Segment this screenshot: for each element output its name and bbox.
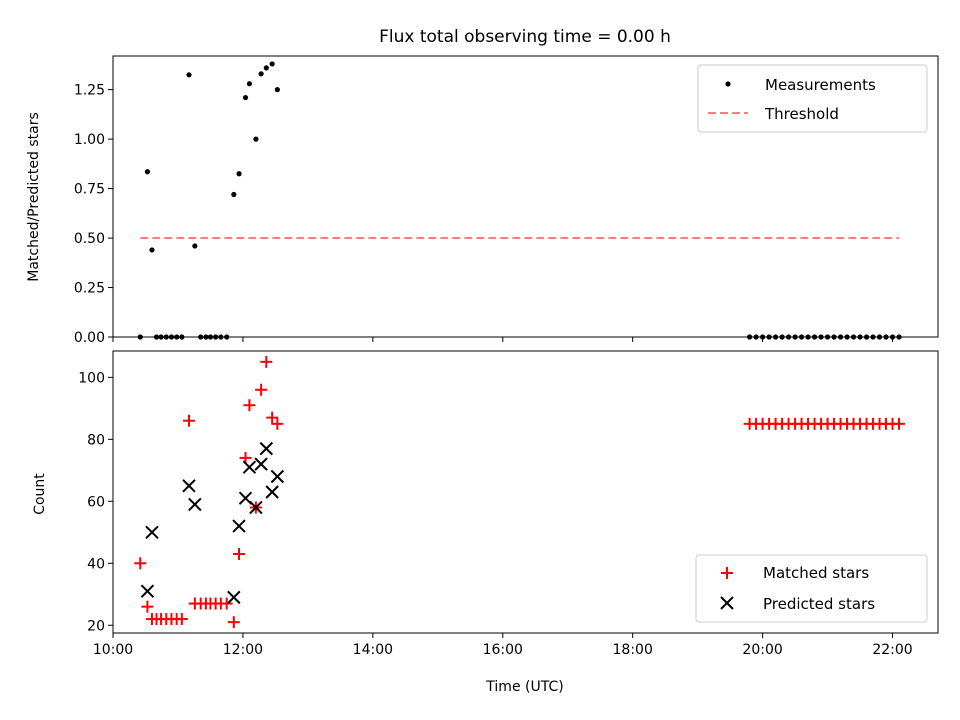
bottom-x-tick-label: 10:00 — [93, 642, 133, 658]
bottom-x-tick-label: 18:00 — [613, 642, 653, 658]
top-y-tick-label: 1.00 — [74, 132, 105, 148]
matched-stars-point — [271, 417, 284, 430]
legend-label-measurements: Measurements — [765, 76, 876, 94]
predicted-stars-point — [249, 500, 263, 515]
bottom-x-tick-label: 22:00 — [872, 642, 912, 658]
predicted-stars-point — [270, 469, 285, 484]
bottom-y-tick-label: 100 — [78, 370, 105, 386]
top-legend-box — [697, 64, 928, 133]
top-x-ticks — [112, 337, 894, 342]
matched-stars-point — [893, 417, 906, 430]
matched-stars-point — [255, 383, 268, 396]
predicted-stars-point — [145, 525, 159, 539]
matched-stars-point — [233, 547, 246, 560]
legend-marker-predicted-stars — [720, 596, 734, 610]
top-y-tick-label: 0.00 — [74, 330, 105, 346]
bottom-y-tick-label: 80 — [87, 432, 105, 448]
measurements-point — [144, 169, 151, 175]
top-y-tick-label: 0.25 — [74, 281, 105, 297]
top-y-tick-label: 0.50 — [74, 231, 105, 247]
measurements-point — [258, 71, 264, 77]
top-plot-area — [137, 61, 902, 340]
bottom-axes-frame — [112, 350, 939, 634]
top-axes-frame — [112, 55, 939, 338]
predicted-stars-point — [265, 485, 279, 499]
measurements-point — [263, 65, 269, 71]
legend-label-predicted-stars: Predicted stars — [763, 595, 875, 613]
top-y-axis-label: Matched/Predicted stars — [26, 112, 42, 282]
bottom-x-tick-label: 12:00 — [223, 642, 263, 658]
bottom-y-ticks: 20 40 60 80 100 — [78, 370, 113, 634]
matched-stars-point — [260, 355, 273, 368]
predicted-stars-point — [227, 590, 241, 605]
bottom-legend: Matched stars Predicted stars — [695, 554, 928, 623]
bottom-x-tick-label: 16:00 — [483, 642, 523, 658]
predicted-stars-point — [140, 584, 155, 598]
measurements-point — [246, 81, 253, 87]
matched-stars-point — [266, 411, 279, 424]
bottom-x-tick-label: 20:00 — [742, 642, 782, 658]
top-panel: Flux total observing time = 0.00 h Match… — [26, 27, 939, 346]
predicted-stars-point — [232, 519, 246, 533]
measurements-point — [269, 61, 275, 67]
legend-label-threshold: Threshold — [764, 105, 839, 123]
measurements-point — [149, 247, 155, 253]
matched-stars-point — [134, 557, 147, 570]
predicted-stars-point — [254, 457, 268, 471]
measurements-point — [274, 87, 280, 93]
bottom-x-tick-label: 14:00 — [353, 642, 393, 658]
top-y-tick-label: 1.25 — [74, 83, 105, 99]
top-y-tick-label: 0.75 — [74, 182, 105, 198]
bottom-y-axis-label: Count — [32, 473, 48, 515]
matched-stars-point — [243, 399, 256, 412]
bottom-plot-area — [134, 355, 906, 629]
bottom-legend-box — [695, 554, 928, 623]
measurements-point — [253, 136, 259, 142]
top-legend: Measurements Threshold — [697, 64, 928, 133]
matched-stars-point — [141, 600, 154, 613]
measurements-point — [186, 72, 192, 78]
top-chart-title: Flux total observing time = 0.00 h — [379, 27, 671, 47]
bottom-y-tick-label: 60 — [87, 494, 105, 510]
measurements-point — [231, 191, 237, 198]
predicted-stars-point — [259, 441, 274, 456]
matched-stars-point — [227, 616, 240, 629]
matched-stars-point — [183, 414, 196, 427]
measurements-point — [192, 243, 198, 249]
matched-stars-point — [220, 597, 233, 610]
matched-stars-point — [175, 613, 188, 626]
top-y-ticks: 0.00 0.25 0.50 0.75 1.00 1.25 — [74, 83, 113, 346]
legend-marker-matched-stars — [721, 567, 733, 579]
bottom-y-tick-label: 40 — [87, 556, 105, 572]
measurements-point — [242, 94, 249, 101]
bottom-y-tick-label: 20 — [87, 618, 105, 634]
predicted-stars-point — [188, 497, 202, 512]
x-axis-label: Time (UTC) — [485, 679, 563, 695]
legend-label-matched-stars: Matched stars — [763, 564, 869, 582]
legend-marker-measurements — [725, 81, 731, 87]
bottom-x-ticks: 10:00 12:00 14:00 16:00 18:00 20:00 22:00 — [93, 633, 913, 658]
predicted-stars-point — [182, 479, 196, 493]
predicted-stars-point — [242, 460, 257, 474]
measurements-point — [236, 171, 242, 177]
